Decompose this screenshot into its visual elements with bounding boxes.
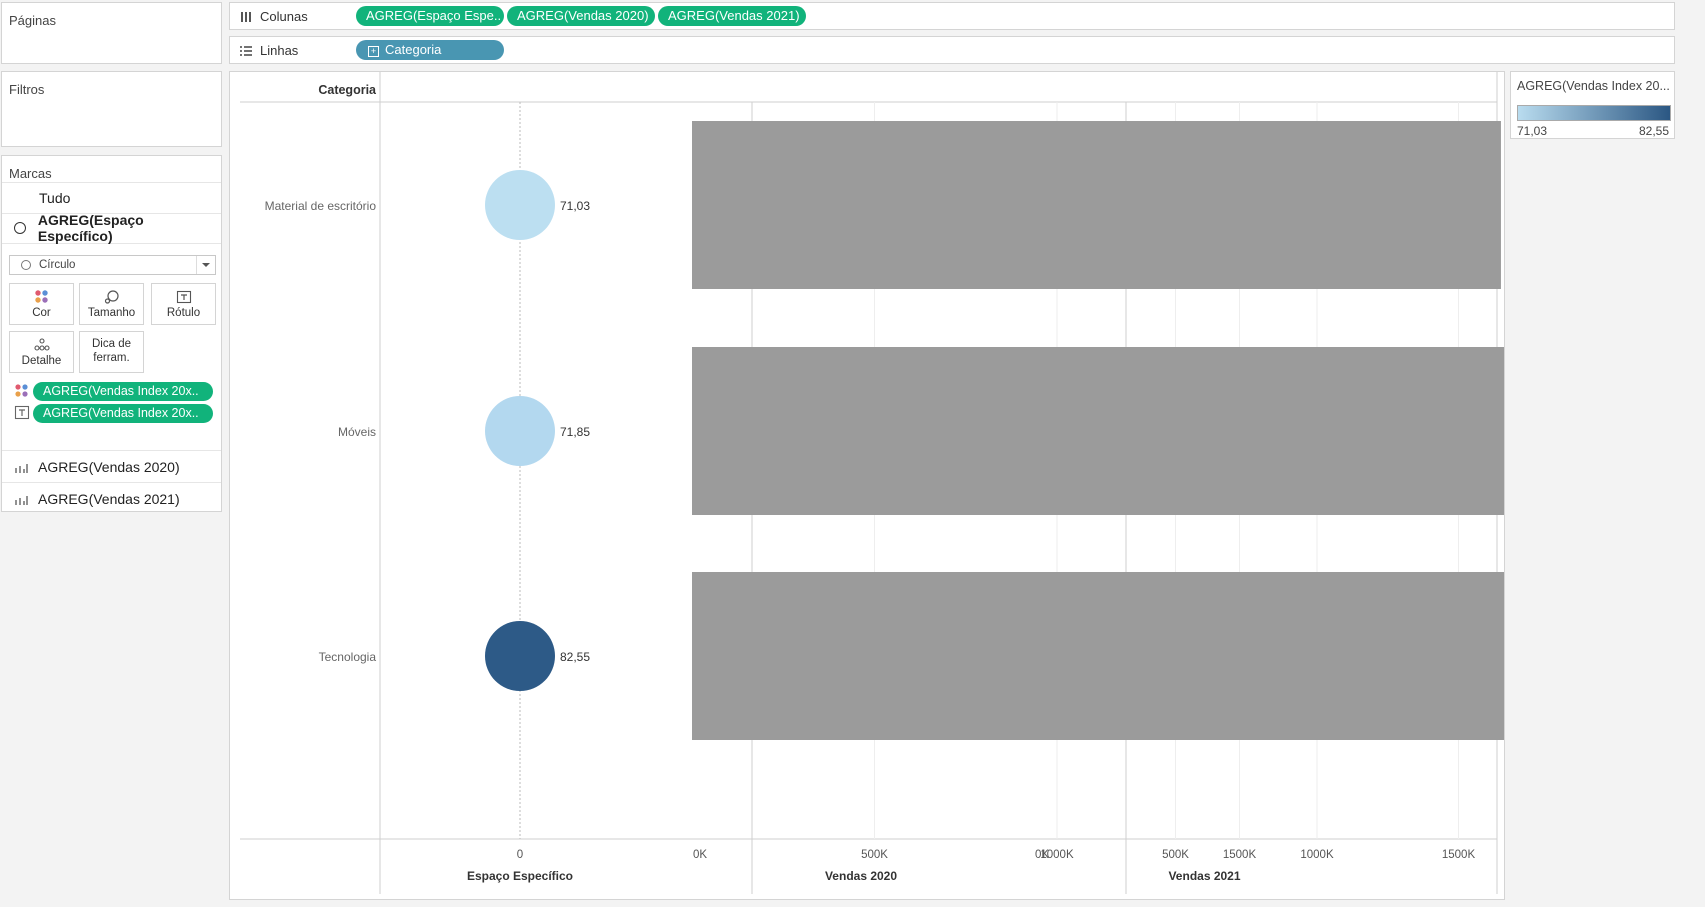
axis-tick-label: 0K: [693, 849, 707, 861]
chevron-down-icon: [196, 256, 215, 274]
pages-card[interactable]: Páginas: [1, 2, 222, 64]
axis-title: Vendas 2021: [1168, 869, 1240, 883]
tooltip-button-label-line1: Dica de: [92, 338, 131, 350]
legend-color-ramp: [1517, 105, 1671, 121]
row-pill-categoria-label: Categoria: [385, 42, 442, 57]
marks-measure-vendas-2020-label: AGREG(Vendas 2020): [38, 458, 180, 475]
category-label: Móveis: [338, 425, 376, 439]
axis-title: Vendas 2020: [825, 869, 897, 883]
marks-measure-vendas-2021-label: AGREG(Vendas 2021): [38, 490, 180, 507]
size-button[interactable]: Tamanho: [79, 283, 144, 325]
rows-shelf-label-wrap: Linhas: [240, 43, 298, 58]
marks-card: Marcas Tudo AGREG(Espaço Específico) Cír…: [1, 155, 222, 512]
axis-tick-label: 1500K: [1442, 849, 1476, 861]
text-label-icon: [14, 405, 30, 421]
marks-measure-vendas-2020-row[interactable]: AGREG(Vendas 2020): [2, 450, 221, 482]
detail-button[interactable]: Detalhe: [9, 331, 74, 373]
legend-min-label: 71,03: [1517, 124, 1548, 138]
axis-tick-label: 1000K: [1040, 849, 1074, 861]
bar-chart-icon: [14, 461, 28, 473]
label-button-label: Rótulo: [166, 307, 201, 319]
bubble-mark: [485, 396, 555, 466]
tooltip-button-label-line2: ferram.: [93, 352, 130, 364]
columns-shelf-label: Colunas: [260, 9, 308, 24]
circle-icon: [14, 222, 26, 234]
color-button[interactable]: Cor: [9, 283, 74, 325]
chart-view[interactable]: Categoria Material de escritório Móveis Te…: [229, 71, 1505, 900]
label-button[interactable]: Rótulo: [151, 283, 216, 325]
rows-shelf-label: Linhas: [260, 43, 299, 58]
circle-icon: [21, 260, 31, 270]
pages-title: Páginas: [9, 13, 56, 28]
color-dots-icon: [14, 383, 30, 399]
expand-plus-icon: +: [368, 46, 379, 57]
color-button-label: Cor: [32, 307, 51, 319]
color-dots-icon: [10, 289, 73, 307]
axis-tick-label: 1000K: [1300, 849, 1334, 861]
rows-shelf[interactable]: Linhas + Categoria: [229, 36, 1675, 64]
chart-canvas[interactable]: Categoria Material de escritório Móveis Te…: [230, 72, 1504, 899]
axis-tick-label: 1500K: [1223, 849, 1257, 861]
marks-active-measure-row[interactable]: AGREG(Espaço Específico): [2, 212, 221, 244]
text-label-icon: [152, 289, 215, 307]
bar-chart-icon: [14, 493, 28, 505]
axis-tick-label: 0K: [1035, 849, 1049, 861]
row-header-title: Categoria: [318, 83, 377, 97]
legend-max-label: 82,55: [1638, 124, 1669, 138]
axis-tick-label: 500K: [1162, 849, 1189, 861]
color-legend[interactable]: AGREG(Vendas Index 20... 71,03 82,55: [1510, 71, 1675, 139]
size-button-label: Tamanho: [87, 307, 136, 319]
label-encoding-pill[interactable]: AGREG(Vendas Index 20x..: [33, 404, 213, 423]
legend-title: AGREG(Vendas Index 20...: [1517, 79, 1670, 93]
color-encoding-pill[interactable]: AGREG(Vendas Index 20x..: [33, 382, 213, 401]
marks-all-label: Tudo: [39, 190, 71, 206]
bubble-mark: [485, 170, 555, 240]
category-label: Tecnologia: [319, 650, 377, 664]
size-icon: [80, 289, 143, 307]
column-pill-vendas-2021[interactable]: AGREG(Vendas 2021): [658, 6, 806, 26]
column-pill-espaco[interactable]: AGREG(Espaço Espe..: [356, 6, 504, 26]
row-pill-categoria[interactable]: + Categoria: [356, 40, 504, 60]
filters-card[interactable]: Filtros: [1, 71, 222, 147]
mark-type-value: Círculo: [39, 259, 76, 271]
bubble-mark: [485, 621, 555, 691]
columns-shelf[interactable]: Colunas AGREG(Espaço Espe.. AGREG(Vendas…: [229, 2, 1675, 30]
marks-title: Marcas: [9, 166, 52, 181]
category-label: Material de escritório: [265, 199, 377, 213]
bubble-data-label: 71,03: [560, 199, 590, 213]
tooltip-button[interactable]: Dica de ferram.: [79, 331, 144, 373]
filters-title: Filtros: [9, 82, 45, 97]
rows-icon: [240, 45, 252, 57]
marks-active-measure-label: AGREG(Espaço Específico): [37, 212, 144, 244]
bar-mark: [1034, 347, 1504, 515]
axis-tick-label: 0: [517, 849, 523, 861]
marks-all-row[interactable]: Tudo: [2, 182, 221, 214]
axis-tick-label: 500K: [861, 849, 888, 861]
column-pill-vendas-2020[interactable]: AGREG(Vendas 2020): [507, 6, 655, 26]
bubble-data-label: 71,85: [560, 425, 590, 439]
bar-mark: [1034, 121, 1501, 289]
bar-mark: [1034, 572, 1504, 740]
mark-type-dropdown[interactable]: Círculo: [9, 255, 216, 275]
marks-measure-vendas-2021-row[interactable]: AGREG(Vendas 2021): [2, 482, 221, 514]
detail-button-label: Detalhe: [21, 355, 62, 367]
bubble-data-label: 82,55: [560, 650, 590, 664]
columns-icon: [240, 11, 252, 23]
detail-icon: [10, 337, 73, 355]
axis-title: Espaço Específico: [467, 869, 573, 883]
columns-shelf-label-wrap: Colunas: [240, 9, 308, 24]
